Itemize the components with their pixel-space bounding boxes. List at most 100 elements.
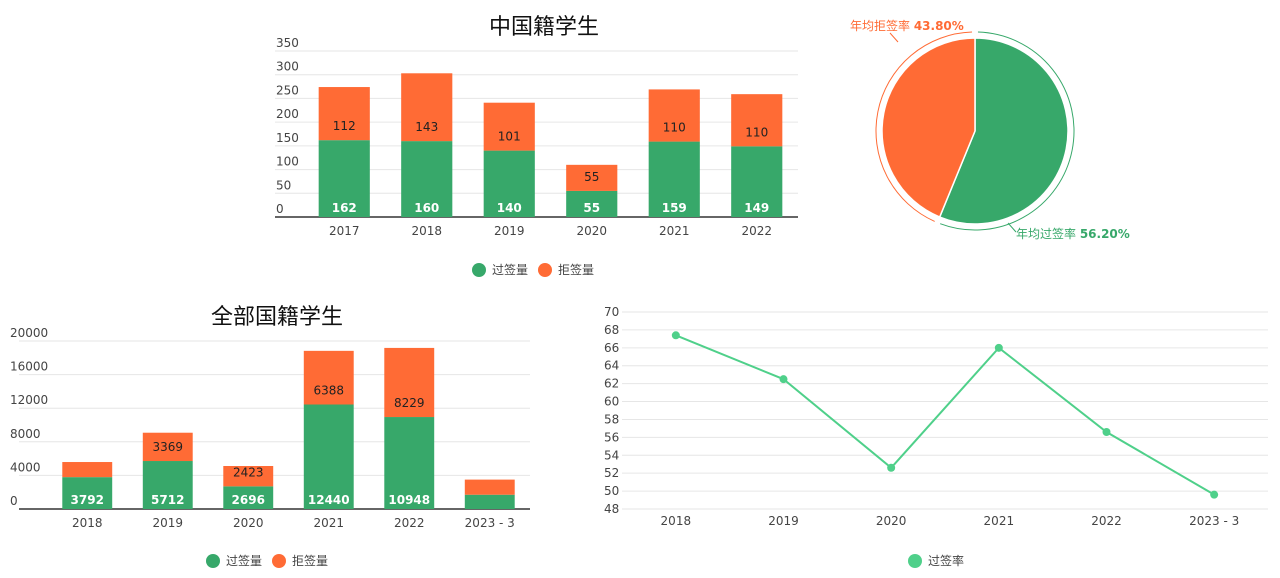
- china-data-label: 55: [584, 170, 599, 184]
- china-bar-reject: [483, 102, 535, 151]
- rate-series-line: [675, 334, 1215, 496]
- all-data-label: 6388: [313, 384, 344, 398]
- all-bar-pass: [303, 404, 354, 509]
- all-xtick-label: 2023 - 3: [465, 516, 515, 530]
- china-bar-pass: [483, 150, 535, 217]
- legend-label-reject-2: 拒签量: [292, 554, 329, 568]
- legend-item-reject-2: 拒签量: [272, 552, 328, 569]
- legend-item-reject: 拒签量: [538, 261, 594, 278]
- china-ytick-label: 200: [276, 107, 299, 121]
- all-bar-pass: [384, 417, 435, 509]
- pie-bracket-0: [939, 31, 1075, 231]
- all-bar-reject: [464, 479, 515, 495]
- china-bar-pass: [566, 190, 618, 217]
- all-bar-pass: [223, 486, 274, 509]
- all-ytick-label: 0: [10, 494, 18, 508]
- rate-point: [779, 375, 788, 384]
- rate-xtick-label: 2022: [1091, 514, 1122, 528]
- china-data-label: 112: [333, 119, 356, 133]
- china-data-label: 101: [498, 130, 521, 144]
- all-bar-reject: [62, 462, 113, 478]
- legend-label-reject: 拒签量: [558, 263, 595, 277]
- china-bar-pass: [318, 140, 370, 217]
- all-xtick-label: 2022: [394, 516, 425, 530]
- all-students-svg: 全部国籍学生 0 4000 8000 12000 16000 20000 3792 2018 57…: [10, 305, 530, 530]
- rate-pie-svg: 年均过签率 56.20% 年均拒签率 43.80%: [850, 18, 1130, 241]
- china-students-svg: 中国籍学生 0 50 100 150 200 250 300 350 162 112 2017 160 1…: [275, 15, 798, 238]
- china-data-label: 159: [662, 201, 687, 215]
- china-students-chart: 中国籍学生 0 50 100 150 200 250 300 350 162 112 2017 160 1…: [0, 0, 820, 290]
- all-data-label: 5712: [151, 493, 184, 507]
- china-data-label: 149: [744, 201, 769, 215]
- china-bar-reject: [318, 87, 370, 141]
- rate-point: [1102, 427, 1111, 436]
- rate-xtick-label: 2021: [984, 514, 1015, 528]
- pie-slice-1: [881, 37, 976, 219]
- legend-item-pass: 过签量: [472, 261, 528, 278]
- rate-ytick-label: 64: [604, 359, 619, 373]
- rate-pie-chart: 年均过签率 56.20% 年均拒签率 43.80%: [820, 0, 1280, 290]
- pie-label-reject: 年均拒签率 43.80%: [850, 18, 964, 33]
- all-data-label: 2423: [233, 465, 264, 479]
- all-students-chart: 全部国籍学生 0 4000 8000 12000 16000 20000 3792 2018 57…: [0, 290, 600, 574]
- rate-ytick-label: 66: [604, 341, 619, 355]
- china-data-label: 110: [663, 121, 686, 135]
- china-data-label: 143: [415, 120, 438, 134]
- rate-ytick-label: 70: [604, 305, 619, 319]
- china-xtick-label: 2017: [329, 224, 360, 238]
- pass-rate-line-chart: 48 50 52 54 56 58 60 62 64 66 68 70 2018 2019 2020 2021…: [600, 290, 1280, 574]
- legend-dot-pass-2: [206, 553, 220, 568]
- pie-leader-pass: [1007, 222, 1017, 233]
- rate-ytick-label: 60: [604, 395, 619, 409]
- rate-ytick-label: 48: [604, 502, 619, 516]
- legend-label-pass-2: 过签量: [226, 554, 263, 568]
- china-data-label: 110: [745, 125, 768, 139]
- rate-ytick-label: 56: [604, 430, 619, 444]
- all-bar-pass: [142, 461, 193, 509]
- all-bar-pass: [464, 494, 515, 509]
- china-students-legend: 过签量 拒签量: [472, 261, 594, 278]
- china-bar-reject: [648, 89, 700, 142]
- all-ytick-label: 4000: [10, 460, 41, 474]
- legend-dot-reject: [538, 262, 553, 277]
- china-ytick-label: 300: [276, 60, 299, 74]
- pie-leader-reject: [889, 32, 899, 43]
- all-ytick-label: 8000: [10, 427, 41, 441]
- rate-xtick-label: 2019: [768, 514, 799, 528]
- pass-rate-legend: 过签率: [908, 552, 964, 569]
- china-data-label: 140: [497, 201, 522, 215]
- legend-dot-reject-2: [272, 553, 287, 568]
- all-bar-pass: [62, 477, 113, 509]
- pie-bracket-1: [875, 31, 973, 222]
- rate-ytick-label: 50: [604, 484, 619, 498]
- legend-dot-pass: [472, 262, 486, 277]
- all-xtick-label: 2020: [233, 516, 264, 530]
- rate-ytick-label: 52: [604, 466, 619, 480]
- china-title: 中国籍学生: [489, 15, 599, 40]
- china-bar-pass: [648, 141, 700, 217]
- all-students-legend: 过签量 拒签量: [206, 552, 328, 569]
- all-data-label: 8229: [394, 396, 425, 410]
- china-ytick-label: 50: [276, 178, 291, 192]
- all-data-label: 10948: [388, 493, 430, 507]
- china-ytick-label: 0: [276, 202, 284, 216]
- all-bar-reject: [142, 432, 193, 462]
- all-data-label: 3369: [152, 440, 183, 454]
- china-data-label: 55: [583, 201, 600, 215]
- china-ytick-label: 100: [276, 155, 299, 169]
- rate-xtick-label: 2023 - 3: [1189, 514, 1239, 528]
- rate-point: [887, 463, 896, 472]
- china-ytick-label: 350: [276, 36, 299, 50]
- rate-point: [671, 331, 680, 340]
- pass-rate-line-svg: 48 50 52 54 56 58 60 62 64 66 68 70 2018 2019 2020 2021…: [604, 305, 1268, 528]
- rate-ytick-label: 58: [604, 412, 619, 426]
- pie-slice-0: [938, 37, 1069, 225]
- all-ytick-label: 16000: [10, 360, 48, 374]
- china-ytick-label: 150: [276, 131, 299, 145]
- all-title: 全部国籍学生: [211, 305, 343, 330]
- china-bar-pass: [731, 146, 783, 217]
- rate-point: [994, 343, 1003, 352]
- legend-label-rate: 过签率: [928, 554, 965, 568]
- rate-xtick-label: 2018: [661, 514, 692, 528]
- china-xtick-label: 2018: [411, 224, 442, 238]
